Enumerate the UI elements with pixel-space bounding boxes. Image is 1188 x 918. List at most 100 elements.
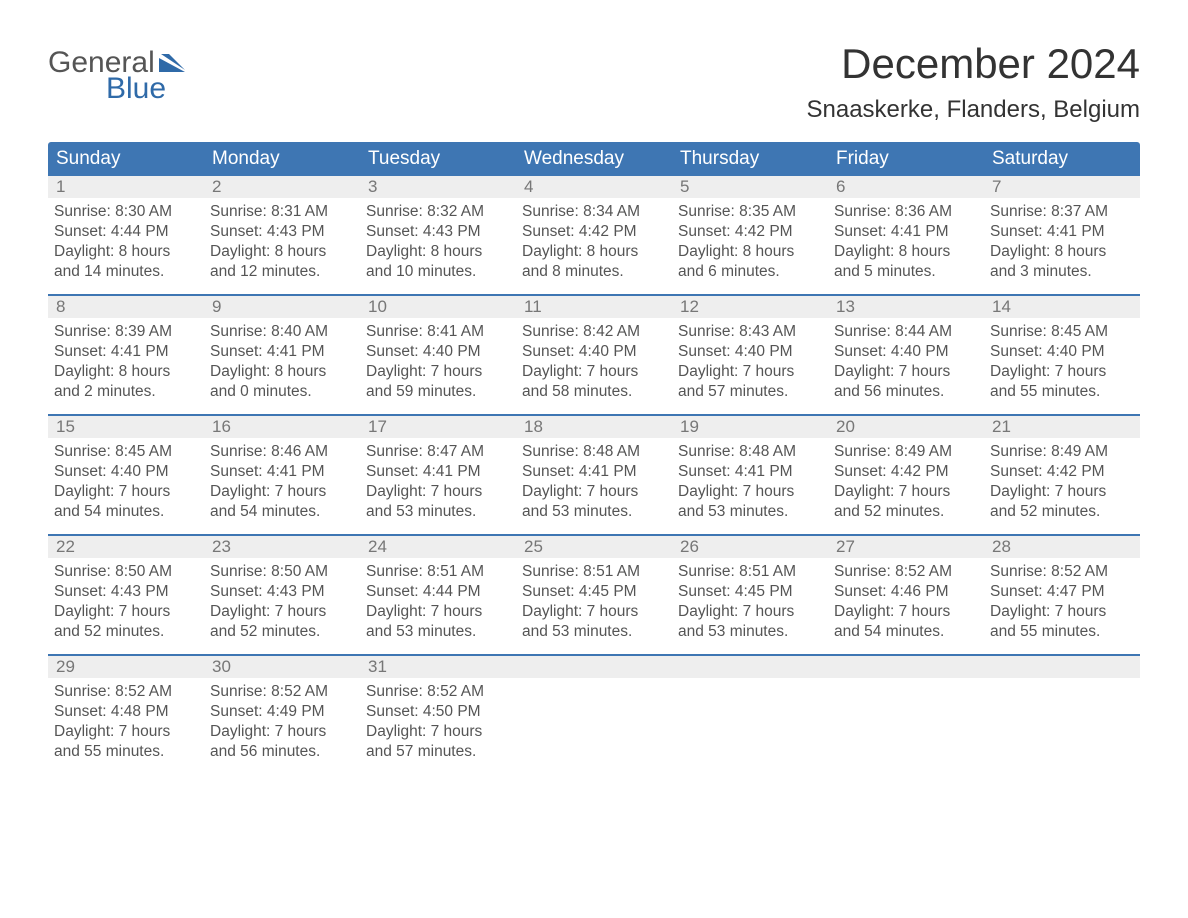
daylight-line1: Daylight: 7 hours — [54, 602, 198, 622]
sunrise-text: Sunrise: 8:35 AM — [678, 202, 822, 222]
sunset-text: Sunset: 4:48 PM — [54, 702, 198, 722]
daylight-line1: Daylight: 7 hours — [522, 362, 666, 382]
daylight-line2: and 52 minutes. — [54, 622, 198, 642]
day-number: 28 — [984, 536, 1140, 558]
calendar-day: 10Sunrise: 8:41 AMSunset: 4:40 PMDayligh… — [360, 296, 516, 414]
calendar-week: 29Sunrise: 8:52 AMSunset: 4:48 PMDayligh… — [48, 654, 1140, 774]
day-number: 21 — [984, 416, 1140, 438]
day-details: Sunrise: 8:45 AMSunset: 4:40 PMDaylight:… — [984, 318, 1140, 406]
sunrise-text: Sunrise: 8:49 AM — [834, 442, 978, 462]
sunset-text: Sunset: 4:43 PM — [366, 222, 510, 242]
calendar-day: 25Sunrise: 8:51 AMSunset: 4:45 PMDayligh… — [516, 536, 672, 654]
sunset-text: Sunset: 4:45 PM — [522, 582, 666, 602]
calendar-week: 1Sunrise: 8:30 AMSunset: 4:44 PMDaylight… — [48, 176, 1140, 294]
day-details: Sunrise: 8:43 AMSunset: 4:40 PMDaylight:… — [672, 318, 828, 406]
day-details: Sunrise: 8:51 AMSunset: 4:45 PMDaylight:… — [516, 558, 672, 646]
sunset-text: Sunset: 4:40 PM — [990, 342, 1134, 362]
flag-icon — [159, 54, 185, 72]
sunset-text: Sunset: 4:41 PM — [522, 462, 666, 482]
daylight-line1: Daylight: 7 hours — [678, 482, 822, 502]
calendar-day: 9Sunrise: 8:40 AMSunset: 4:41 PMDaylight… — [204, 296, 360, 414]
calendar-day: 18Sunrise: 8:48 AMSunset: 4:41 PMDayligh… — [516, 416, 672, 534]
daylight-line1: Daylight: 8 hours — [678, 242, 822, 262]
calendar-day: 4Sunrise: 8:34 AMSunset: 4:42 PMDaylight… — [516, 176, 672, 294]
day-number: 20 — [828, 416, 984, 438]
day-number: 19 — [672, 416, 828, 438]
daylight-line2: and 53 minutes. — [678, 622, 822, 642]
day-number: 8 — [48, 296, 204, 318]
daylight-line1: Daylight: 7 hours — [210, 722, 354, 742]
sunset-text: Sunset: 4:40 PM — [366, 342, 510, 362]
daylight-line2: and 10 minutes. — [366, 262, 510, 282]
sunrise-text: Sunrise: 8:50 AM — [54, 562, 198, 582]
day-details: Sunrise: 8:50 AMSunset: 4:43 PMDaylight:… — [48, 558, 204, 646]
daylight-line2: and 14 minutes. — [54, 262, 198, 282]
day-details: Sunrise: 8:48 AMSunset: 4:41 PMDaylight:… — [516, 438, 672, 526]
calendar-day: 19Sunrise: 8:48 AMSunset: 4:41 PMDayligh… — [672, 416, 828, 534]
day-details: Sunrise: 8:51 AMSunset: 4:45 PMDaylight:… — [672, 558, 828, 646]
sunset-text: Sunset: 4:44 PM — [54, 222, 198, 242]
day-details: Sunrise: 8:39 AMSunset: 4:41 PMDaylight:… — [48, 318, 204, 406]
daylight-line2: and 56 minutes. — [210, 742, 354, 762]
sunset-text: Sunset: 4:43 PM — [54, 582, 198, 602]
day-details: Sunrise: 8:52 AMSunset: 4:46 PMDaylight:… — [828, 558, 984, 646]
sunset-text: Sunset: 4:50 PM — [366, 702, 510, 722]
sunset-text: Sunset: 4:41 PM — [990, 222, 1134, 242]
daylight-line1: Daylight: 8 hours — [210, 362, 354, 382]
calendar-day: 27Sunrise: 8:52 AMSunset: 4:46 PMDayligh… — [828, 536, 984, 654]
daylight-line2: and 53 minutes. — [366, 622, 510, 642]
sunset-text: Sunset: 4:41 PM — [678, 462, 822, 482]
calendar-day: 20Sunrise: 8:49 AMSunset: 4:42 PMDayligh… — [828, 416, 984, 534]
day-number: 16 — [204, 416, 360, 438]
sunrise-text: Sunrise: 8:43 AM — [678, 322, 822, 342]
day-details: Sunrise: 8:44 AMSunset: 4:40 PMDaylight:… — [828, 318, 984, 406]
daylight-line1: Daylight: 7 hours — [522, 482, 666, 502]
day-number: 13 — [828, 296, 984, 318]
weekday-sun: Sunday — [48, 142, 204, 176]
day-details: Sunrise: 8:42 AMSunset: 4:40 PMDaylight:… — [516, 318, 672, 406]
calendar-day: 21Sunrise: 8:49 AMSunset: 4:42 PMDayligh… — [984, 416, 1140, 534]
calendar-day — [984, 656, 1140, 774]
day-details: Sunrise: 8:40 AMSunset: 4:41 PMDaylight:… — [204, 318, 360, 406]
day-number: 1 — [48, 176, 204, 198]
daylight-line2: and 53 minutes. — [678, 502, 822, 522]
calendar-day: 22Sunrise: 8:50 AMSunset: 4:43 PMDayligh… — [48, 536, 204, 654]
sunrise-text: Sunrise: 8:48 AM — [522, 442, 666, 462]
daylight-line1: Daylight: 7 hours — [990, 362, 1134, 382]
daylight-line2: and 2 minutes. — [54, 382, 198, 402]
daylight-line2: and 57 minutes. — [366, 742, 510, 762]
sunrise-text: Sunrise: 8:47 AM — [366, 442, 510, 462]
sunset-text: Sunset: 4:41 PM — [54, 342, 198, 362]
day-number: 30 — [204, 656, 360, 678]
day-details: Sunrise: 8:52 AMSunset: 4:50 PMDaylight:… — [360, 678, 516, 766]
day-number: 24 — [360, 536, 516, 558]
daylight-line1: Daylight: 8 hours — [210, 242, 354, 262]
daylight-line2: and 57 minutes. — [678, 382, 822, 402]
sunrise-text: Sunrise: 8:51 AM — [366, 562, 510, 582]
daylight-line2: and 59 minutes. — [366, 382, 510, 402]
day-details: Sunrise: 8:49 AMSunset: 4:42 PMDaylight:… — [984, 438, 1140, 526]
day-number: 29 — [48, 656, 204, 678]
day-number: 5 — [672, 176, 828, 198]
daylight-line2: and 3 minutes. — [990, 262, 1134, 282]
sunset-text: Sunset: 4:46 PM — [834, 582, 978, 602]
day-number: 25 — [516, 536, 672, 558]
calendar: Sunday Monday Tuesday Wednesday Thursday… — [48, 142, 1140, 774]
calendar-day: 12Sunrise: 8:43 AMSunset: 4:40 PMDayligh… — [672, 296, 828, 414]
calendar-day: 17Sunrise: 8:47 AMSunset: 4:41 PMDayligh… — [360, 416, 516, 534]
calendar-day: 29Sunrise: 8:52 AMSunset: 4:48 PMDayligh… — [48, 656, 204, 774]
daylight-line1: Daylight: 8 hours — [54, 362, 198, 382]
sunrise-text: Sunrise: 8:40 AM — [210, 322, 354, 342]
day-number: 2 — [204, 176, 360, 198]
day-number — [516, 656, 672, 678]
sunrise-text: Sunrise: 8:39 AM — [54, 322, 198, 342]
day-details: Sunrise: 8:30 AMSunset: 4:44 PMDaylight:… — [48, 198, 204, 286]
day-number: 26 — [672, 536, 828, 558]
sunrise-text: Sunrise: 8:30 AM — [54, 202, 198, 222]
sunset-text: Sunset: 4:44 PM — [366, 582, 510, 602]
sunrise-text: Sunrise: 8:52 AM — [990, 562, 1134, 582]
day-number: 17 — [360, 416, 516, 438]
daylight-line2: and 52 minutes. — [210, 622, 354, 642]
sunrise-text: Sunrise: 8:49 AM — [990, 442, 1134, 462]
weekday-sat: Saturday — [984, 142, 1140, 176]
